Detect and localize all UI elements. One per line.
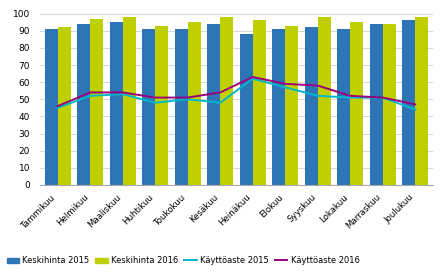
Käyttöaste 2015 — [88, 94, 93, 97]
Käyttöaste 2016 — [413, 103, 418, 106]
Bar — [415, 17, 428, 185]
Käyttöaste 2015 — [315, 94, 320, 97]
Käyttöaste 2015 — [347, 96, 353, 99]
Bar — [272, 29, 285, 185]
Bar — [305, 27, 318, 185]
Bar — [350, 22, 363, 185]
Bar — [188, 22, 201, 185]
Käyttöaste 2015 — [380, 96, 385, 99]
Bar — [337, 29, 350, 185]
Bar — [175, 29, 188, 185]
Bar — [207, 24, 220, 185]
Line: Käyttöaste 2016: Käyttöaste 2016 — [57, 77, 415, 106]
Bar — [57, 27, 71, 185]
Bar — [45, 29, 57, 185]
Käyttöaste 2016 — [347, 94, 353, 97]
Käyttöaste 2016 — [250, 75, 255, 79]
Legend: Keskihinta 2015, Keskihinta 2016, Käyttöaste 2015, Käyttöaste 2016: Keskihinta 2015, Keskihinta 2016, Käyttö… — [4, 254, 362, 268]
Käyttöaste 2015 — [413, 108, 418, 111]
Käyttöaste 2016 — [185, 96, 191, 99]
Bar — [370, 24, 383, 185]
Line: Käyttöaste 2015: Käyttöaste 2015 — [57, 79, 415, 110]
Käyttöaste 2016 — [152, 96, 158, 99]
Bar — [220, 17, 233, 185]
Bar — [318, 17, 331, 185]
Käyttöaste 2016 — [282, 82, 288, 85]
Käyttöaste 2015 — [185, 98, 191, 101]
Käyttöaste 2015 — [55, 106, 60, 110]
Bar — [142, 29, 155, 185]
Bar — [240, 34, 253, 185]
Bar — [90, 19, 103, 185]
Käyttöaste 2016 — [380, 96, 385, 99]
Käyttöaste 2015 — [282, 86, 288, 89]
Käyttöaste 2016 — [217, 91, 223, 94]
Käyttöaste 2015 — [152, 101, 158, 104]
Bar — [155, 26, 168, 185]
Käyttöaste 2015 — [250, 77, 255, 80]
Bar — [123, 17, 136, 185]
Käyttöaste 2015 — [217, 101, 223, 104]
Bar — [110, 22, 123, 185]
Bar — [77, 24, 90, 185]
Käyttöaste 2016 — [315, 84, 320, 87]
Käyttöaste 2016 — [88, 91, 93, 94]
Bar — [383, 24, 396, 185]
Käyttöaste 2016 — [55, 104, 60, 108]
Bar — [285, 26, 298, 185]
Käyttöaste 2016 — [120, 91, 126, 94]
Bar — [402, 20, 415, 185]
Bar — [253, 20, 266, 185]
Käyttöaste 2015 — [120, 92, 126, 96]
